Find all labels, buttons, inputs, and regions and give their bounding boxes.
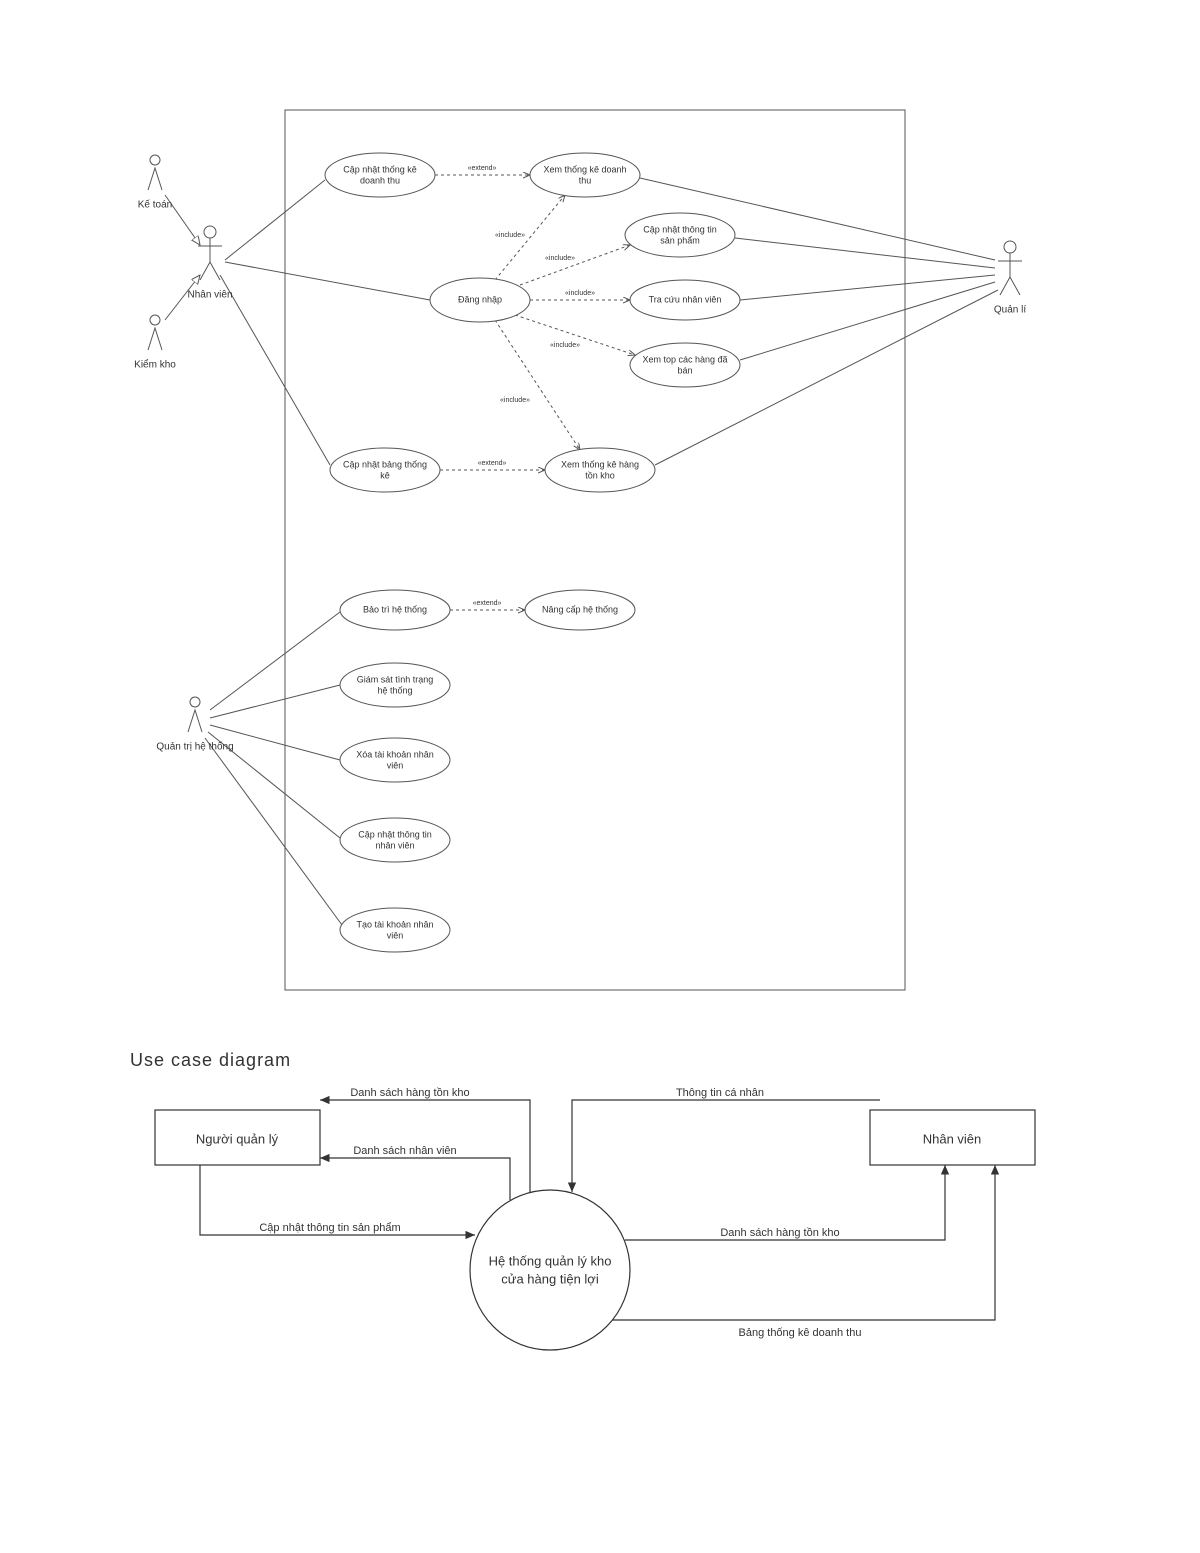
usecase: Giám sát tình trạnghệ thống (340, 663, 450, 707)
flow-line (572, 1100, 880, 1192)
svg-text:Tạo tài khoản nhân: Tạo tài khoản nhân (356, 919, 433, 929)
system-label: cửa hàng tiện lợi (501, 1271, 599, 1286)
svg-text:sản phẩm: sản phẩm (660, 235, 700, 245)
entity-label: Người quản lý (196, 1131, 279, 1146)
svg-text:Nâng cấp hệ thống: Nâng cấp hệ thống (542, 604, 618, 614)
edge-label: «include» (500, 397, 530, 404)
flow-label: Danh sách hàng tồn kho (720, 1227, 839, 1239)
svg-text:Quản lí: Quản lí (994, 305, 1026, 316)
assoc-line (225, 262, 430, 300)
edge-label: «include» (565, 290, 595, 297)
svg-text:Kế toán: Kế toán (138, 199, 172, 211)
include-line (515, 315, 635, 355)
usecase: Nâng cấp hệ thống (525, 590, 635, 630)
svg-text:Cập nhật thông tin: Cập nhật thông tin (643, 224, 717, 234)
flow-label: Bảng thống kê doanh thu (739, 1327, 862, 1339)
actor-quanli: Quản lí (994, 241, 1026, 316)
usecase: Xóa tài khoản nhânviên (340, 738, 450, 782)
edge-label: «include» (550, 342, 580, 349)
svg-text:tồn kho: tồn kho (585, 470, 615, 480)
usecase: Cập nhật bảng thốngkê (330, 448, 440, 492)
caption: Use case diagram (130, 1050, 291, 1071)
usecase: Xem top các hàng đãbán (630, 343, 740, 387)
edge-label: «extend» (473, 600, 502, 607)
entity-label: Nhân viên (923, 1131, 982, 1146)
svg-text:Tra cứu nhân viên: Tra cứu nhân viên (649, 294, 722, 304)
edge-label: «extend» (468, 165, 497, 172)
assoc-line (735, 238, 995, 268)
svg-text:hệ thống: hệ thống (377, 685, 412, 695)
usecase: Cập nhật thống kêdoanh thu (325, 153, 435, 197)
assoc-line (210, 612, 340, 710)
usecase: Xem thống kê doanhthu (530, 153, 640, 197)
svg-text:nhân viên: nhân viên (375, 840, 414, 850)
svg-text:thu: thu (579, 175, 592, 185)
svg-text:viên: viên (387, 760, 404, 770)
svg-text:viên: viên (387, 930, 404, 940)
svg-text:Giám sát tình trạng: Giám sát tình trạng (357, 674, 434, 684)
svg-text:Nhân viên: Nhân viên (187, 290, 232, 301)
assoc-line (225, 180, 325, 260)
assoc-line (210, 685, 340, 718)
edge-label: «include» (545, 255, 575, 262)
svg-text:Xem top các hàng đã: Xem top các hàng đã (642, 354, 727, 364)
assoc-line (740, 275, 995, 300)
include-line (520, 245, 630, 285)
system-label: Hệ thống quản lý kho (489, 1253, 612, 1268)
svg-text:kê: kê (380, 470, 390, 480)
assoc-line (740, 282, 995, 360)
svg-text:Đăng nhập: Đăng nhập (458, 294, 502, 304)
usecase: Đăng nhập (430, 278, 530, 322)
svg-text:Cập nhật thông tin: Cập nhật thông tin (358, 829, 432, 839)
usecase: Bảo trì hệ thống (340, 590, 450, 630)
usecase: Tạo tài khoản nhânviên (340, 908, 450, 952)
svg-text:doanh thu: doanh thu (360, 175, 400, 185)
svg-text:Kiểm kho: Kiểm kho (134, 359, 176, 371)
svg-text:bán: bán (677, 365, 692, 375)
flow-label: Danh sách hàng tồn kho (350, 1087, 469, 1099)
svg-text:Xóa tài khoản nhân: Xóa tài khoản nhân (356, 749, 434, 759)
page: «extend» «include» «include» «include» «… (0, 0, 1200, 1553)
actor-ketoan: Kế toán (138, 155, 172, 211)
edge-label: «extend» (478, 460, 507, 467)
usecase: Cập nhật thông tinnhân viên (340, 818, 450, 862)
svg-text:Xem thống kê hàng: Xem thống kê hàng (561, 459, 639, 469)
svg-text:Cập nhật thống kê: Cập nhật thống kê (343, 164, 417, 174)
flow-line (320, 1158, 510, 1200)
include-line (495, 320, 580, 450)
svg-text:Xem thống kê doanh: Xem thống kê doanh (543, 164, 626, 174)
usecase: Cập nhật thông tinsản phẩm (625, 213, 735, 257)
svg-text:Cập nhật bảng thống: Cập nhật bảng thống (343, 459, 427, 469)
assoc-line (205, 738, 342, 925)
usecase: Tra cứu nhân viên (630, 280, 740, 320)
edge-label: «include» (495, 232, 525, 239)
svg-text:Bảo trì hệ thống: Bảo trì hệ thống (363, 604, 427, 614)
actor-qtht: Quản trị hệ thống (156, 697, 233, 753)
flow-line (610, 1165, 995, 1320)
assoc-line (220, 275, 330, 465)
svg-text:Quản trị hệ thống: Quản trị hệ thống (156, 741, 233, 753)
flow-label: Cập nhật thông tin sản phẩm (259, 1222, 400, 1234)
usecase: Xem thống kê hàngtồn kho (545, 448, 655, 492)
context-diagram: Danh sách hàng tồn kho Danh sách nhân vi… (0, 1080, 1200, 1540)
flow-label: Danh sách nhân viên (353, 1145, 456, 1157)
flow-label: Thông tin cá nhân (676, 1087, 764, 1099)
actor-kiemkho: Kiểm kho (134, 315, 176, 371)
system-node (470, 1190, 630, 1350)
usecase-diagram: «extend» «include» «include» «include» «… (0, 0, 1200, 1000)
